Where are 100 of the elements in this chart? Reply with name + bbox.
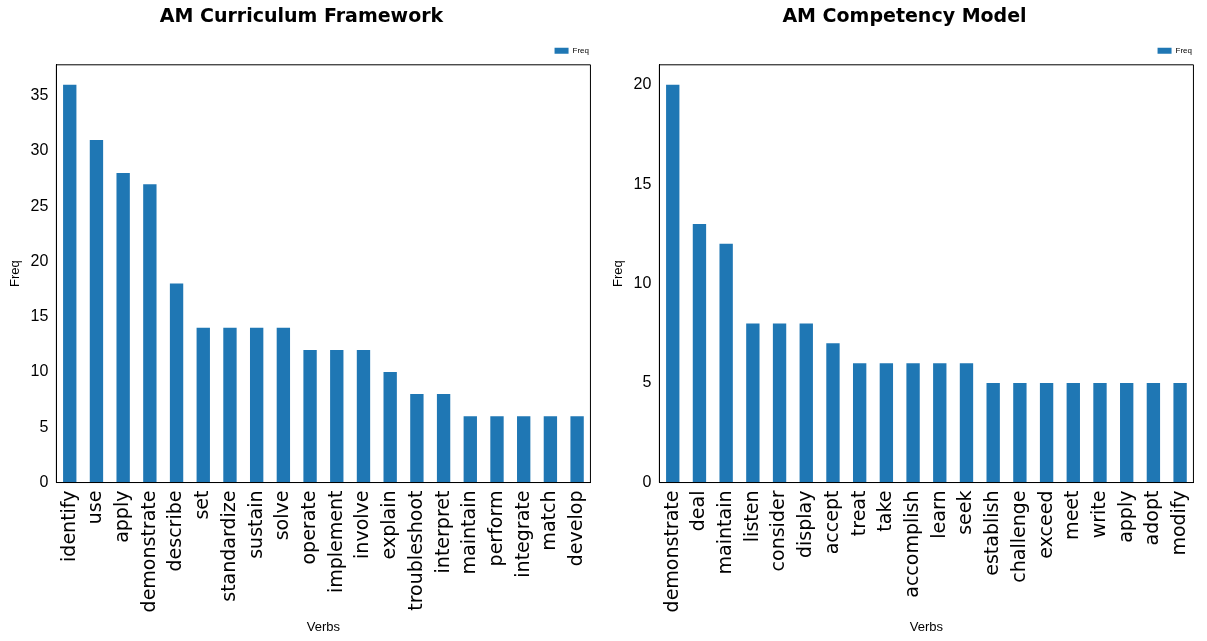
bar: [169, 283, 184, 483]
bar: [772, 323, 787, 483]
bar: [436, 394, 451, 483]
x-tick-label: identify: [56, 490, 79, 562]
bar: [826, 343, 840, 483]
bar: [63, 84, 77, 483]
x-tick-label: seek: [953, 490, 976, 535]
x-tick-label: operate: [297, 490, 320, 565]
y-tick-label: 10: [30, 362, 49, 380]
bar: [570, 416, 584, 483]
x-tick-label: treat: [846, 490, 869, 537]
bar: [223, 327, 237, 483]
bar: [1093, 383, 1107, 483]
x-tick-label: implement: [323, 490, 346, 594]
y-tick-label: 15: [633, 174, 652, 192]
y-axis-title: Freq: [610, 260, 626, 288]
bar: [799, 323, 813, 483]
x-axis-title: Verbs: [909, 618, 944, 634]
x-tick-label: sustain: [243, 490, 266, 559]
x-tick-label: exceed: [1033, 490, 1056, 559]
x-tick-label: use: [83, 490, 106, 525]
y-tick-label: 25: [30, 196, 49, 214]
x-tick-label: modify: [1167, 490, 1190, 556]
bar: [719, 243, 733, 483]
y-tick-label: 30: [30, 141, 49, 159]
legend-label: Freq: [1175, 46, 1192, 55]
x-tick-label: integrate: [510, 490, 533, 578]
x-tick-label: accept: [819, 490, 842, 555]
x-tick-label: establish: [980, 490, 1003, 576]
x-tick-label: involve: [350, 490, 373, 559]
x-tick-label: display: [793, 490, 816, 558]
x-tick-label: demonstrate: [659, 490, 682, 613]
x-tick-label: standardize: [216, 490, 239, 602]
x-tick-label: write: [1086, 490, 1109, 539]
x-axis-title: Verbs: [306, 618, 341, 634]
y-tick-label: 10: [633, 274, 652, 292]
x-tick-label: perform: [483, 490, 506, 567]
bar: [986, 383, 1000, 483]
x-tick-label: consider: [766, 490, 789, 572]
bar: [879, 363, 894, 483]
x-tick-label: deal: [686, 490, 709, 532]
x-tick-label: troubleshoot: [403, 490, 426, 611]
bar: [303, 349, 317, 483]
bar: [543, 416, 558, 483]
y-axis-title: Freq: [7, 260, 23, 288]
x-tick-label: set: [190, 490, 213, 520]
x-tick-label: maintain: [457, 490, 480, 575]
bar: [666, 84, 680, 483]
x-tick-label: meet: [1060, 490, 1083, 540]
x-tick-label: interpret: [430, 490, 453, 574]
bar: [1146, 383, 1161, 483]
bar: [1066, 383, 1080, 483]
x-tick-label: learn: [926, 490, 949, 539]
bar: [933, 363, 947, 483]
bar: [1120, 383, 1134, 483]
bar: [906, 363, 920, 483]
legend-label: Freq: [572, 46, 589, 55]
x-tick-label: explain: [377, 490, 400, 560]
x-tick-label: maintain: [713, 490, 736, 575]
bar: [852, 363, 867, 483]
bar: [116, 173, 130, 483]
x-tick-label: apply: [1113, 490, 1136, 543]
x-tick-label: listen: [739, 490, 762, 543]
chart-title: AM Curriculum Framework: [159, 4, 444, 27]
y-tick-label: 20: [30, 251, 49, 269]
x-tick-label: take: [873, 490, 896, 532]
y-tick-label: 20: [633, 75, 652, 93]
x-tick-label: adopt: [1140, 490, 1163, 546]
y-tick-label: 0: [39, 472, 49, 490]
bar: [383, 372, 397, 483]
bar: [746, 323, 760, 483]
bar: [330, 349, 344, 483]
x-tick-label: challenge: [1006, 490, 1029, 583]
y-tick-label: 5: [39, 417, 49, 435]
bar: [249, 327, 264, 483]
bar: [196, 327, 210, 483]
bar: [356, 349, 371, 483]
x-tick-label: match: [537, 490, 560, 551]
x-tick-label: solve: [270, 490, 293, 541]
bar: [517, 416, 531, 483]
bar: [959, 363, 974, 483]
bar: [463, 416, 477, 483]
bar: [410, 394, 424, 483]
x-tick-label: describe: [163, 490, 186, 572]
x-tick-label: develop: [564, 490, 587, 567]
bar: [1039, 383, 1054, 483]
bar: [89, 139, 104, 483]
y-tick-label: 0: [642, 472, 652, 490]
bar: [490, 416, 504, 483]
chart-title: AM Competency Model: [782, 4, 1027, 27]
x-tick-label: accomplish: [900, 490, 923, 598]
bar: [143, 184, 157, 483]
y-tick-label: 35: [30, 86, 49, 104]
bar: [1013, 383, 1027, 483]
bar: [1173, 383, 1187, 483]
bar: [276, 327, 291, 483]
x-tick-label: demonstrate: [136, 490, 159, 613]
bar: [692, 223, 707, 483]
y-tick-label: 5: [642, 373, 652, 391]
y-tick-label: 15: [30, 307, 49, 325]
